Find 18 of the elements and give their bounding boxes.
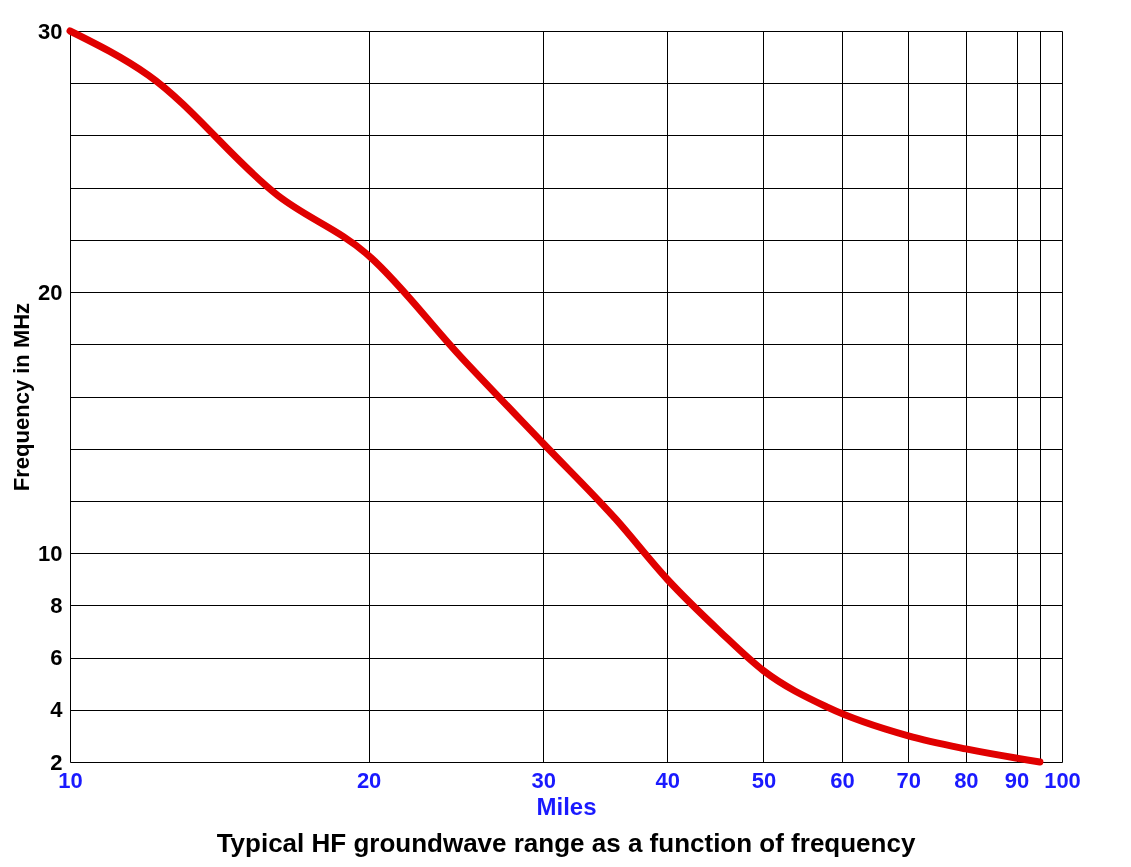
x-tick-label: 50 (751, 767, 777, 793)
x-tick-label: 60 (830, 767, 855, 793)
y-axis-title: Frequency in MHz (9, 302, 35, 492)
x-axis-title: Miles (536, 792, 597, 820)
y-tick-label: 30 (38, 18, 63, 44)
x-tick-label: 70 (896, 767, 922, 793)
x-tick-label: 40 (655, 767, 680, 793)
x-tick-label: 80 (954, 767, 979, 793)
x-tick-label: 20 (356, 767, 382, 793)
y-tick-label: 4 (50, 697, 64, 723)
y-tick-label: 10 (38, 540, 63, 566)
y-tick-label: 8 (50, 592, 63, 618)
text: Typical HF groundwave range as a function of frequency (216, 828, 916, 858)
y-tick-label: 20 (38, 279, 63, 305)
x-tick-label: 100 (1044, 767, 1081, 793)
x-tick-label: 90 (1004, 767, 1030, 793)
y-tick-label: 6 (50, 645, 63, 671)
x-tick-label: 30 (531, 767, 557, 793)
